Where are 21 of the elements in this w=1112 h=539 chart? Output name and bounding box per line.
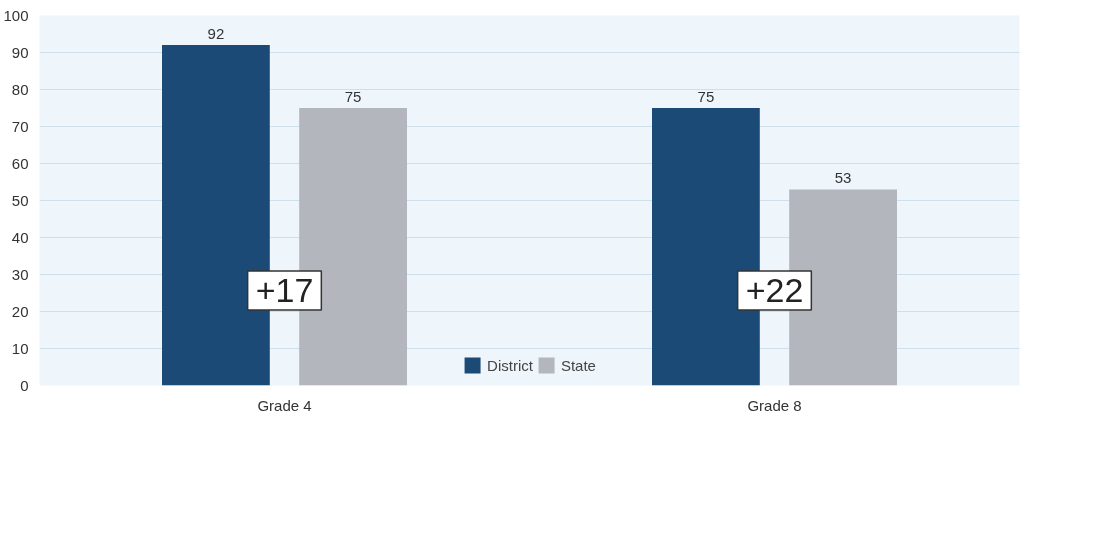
legend-label: District	[487, 356, 533, 374]
data-label: 53	[834, 169, 852, 187]
y-tick-label: 100	[3, 6, 29, 24]
y-tick-label: 50	[11, 191, 29, 209]
y-tick-label: 80	[11, 80, 29, 98]
y-tick-label: 30	[11, 265, 29, 283]
y-tick-label: 40	[11, 228, 29, 246]
y-tick-label: 60	[11, 154, 29, 172]
y-tick-label: 70	[11, 117, 29, 135]
annotation: +17	[255, 271, 314, 309]
y-tick-label: 20	[11, 302, 29, 320]
y-tick-label: 0	[20, 376, 29, 394]
data-label: 92	[207, 25, 225, 43]
y-tick-label: 10	[11, 339, 29, 357]
x-tick-label: Grade 8	[747, 396, 802, 414]
annotation: +22	[745, 271, 804, 309]
x-tick-label: Grade 4	[257, 396, 312, 414]
data-label: 75	[697, 88, 715, 105]
legend-label: State	[560, 356, 596, 374]
y-tick-label: 90	[11, 43, 29, 61]
data-label: 75	[344, 88, 362, 105]
